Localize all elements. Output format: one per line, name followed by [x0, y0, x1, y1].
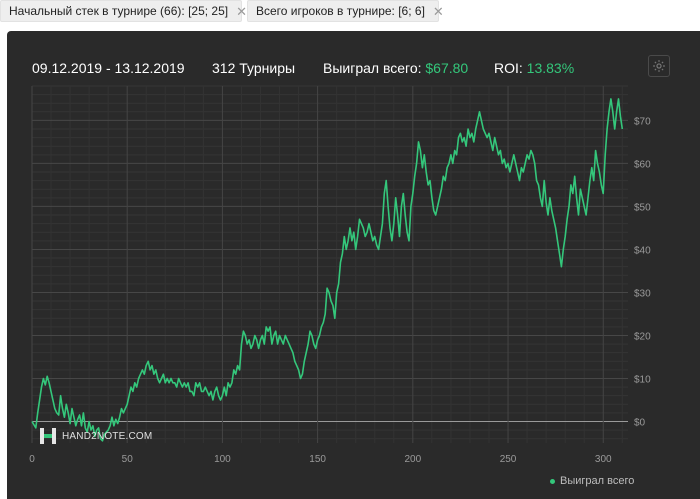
x-tick-label: 200: [404, 454, 421, 465]
close-icon[interactable]: ✕: [432, 3, 444, 19]
x-tick-labels: 0 50 100 150 200 250 300: [29, 454, 612, 465]
total-won: Выиграл всего: $67.80: [323, 60, 468, 78]
x-tick-label: 50: [122, 454, 134, 465]
y-tick-label: $0: [634, 417, 646, 428]
filter-chip-starting-stack[interactable]: Начальный стек в турнире (66): [25; 25] …: [0, 0, 247, 22]
x-tick-label: 250: [500, 454, 517, 465]
y-tick-label: $20: [634, 331, 651, 342]
gear-icon: [653, 60, 665, 72]
roi-value: 13.83%: [526, 60, 575, 76]
chart-legend[interactable]: Выиграл всего: [550, 475, 634, 487]
y-tick-label: $10: [634, 374, 651, 385]
legend-label: Выиграл всего: [560, 475, 635, 487]
total-won-label: Выиграл всего:: [323, 60, 422, 76]
y-tick-labels: $0 $10 $20 $30 $40 $50 $60 $70: [634, 116, 651, 428]
grid-major: [31, 86, 628, 443]
close-icon[interactable]: ✕: [236, 3, 247, 19]
filter-chip-label: Начальный стек в турнире (66): [25; 25]: [9, 4, 229, 18]
hand2note-logo-icon: [40, 428, 56, 444]
date-range: 09.12.2019 - 13.12.2019: [32, 60, 185, 76]
x-tick-label: 100: [214, 454, 231, 465]
y-tick-label: $50: [634, 202, 651, 213]
y-tick-label: $70: [634, 116, 651, 127]
watermark-text: HAND2NOTE.COM: [62, 430, 153, 442]
legend-swatch: [550, 478, 555, 484]
series-line-total-won: [31, 98, 624, 442]
x-tick-label: 150: [309, 454, 326, 465]
hand2note-watermark: HAND2NOTE.COM: [39, 427, 152, 445]
y-tick-label: $40: [634, 245, 651, 256]
settings-button[interactable]: [648, 55, 670, 77]
graph-panel: 09.12.2019 - 13.12.2019 312 Турниры Выиг…: [7, 31, 700, 499]
roi: ROI: 13.83%: [494, 60, 574, 78]
x-tick-label: 0: [29, 454, 35, 465]
filter-bar: Начальный стек в турнире (66): [25; 25] …: [0, 0, 700, 22]
roi-label: ROI:: [494, 60, 523, 76]
y-tick-label: $60: [634, 159, 651, 170]
total-won-value: $67.80: [425, 60, 469, 76]
x-tick-label: 300: [595, 454, 612, 465]
filter-chip-label: Всего игроков в турнире: [6; 6]: [256, 4, 425, 18]
profit-line-chart: $0 $10 $20 $30 $40 $50 $60 $70 0 50 100 150 200 250 3…: [29, 85, 651, 465]
y-tick-label: $30: [634, 288, 651, 299]
grid-minor: [32, 85, 628, 443]
series-layer: [31, 98, 624, 442]
filter-chip-total-players[interactable]: Всего игроков в турнире: [6; 6] ✕: [247, 0, 444, 22]
tournament-count: 312 Турниры: [212, 60, 296, 76]
